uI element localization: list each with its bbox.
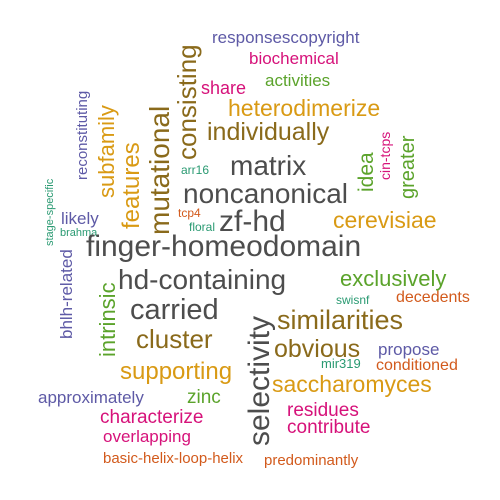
word-conditioned: conditioned	[376, 357, 458, 374]
word-heterodimerize: heterodimerize	[228, 95, 381, 121]
word-consisting: consisting	[172, 44, 202, 160]
word-swisnf: swisnf	[336, 293, 370, 307]
word-predominantly: predominantly	[264, 452, 359, 469]
word-basic-helix-loop-helix: basic-helix-loop-helix	[103, 450, 244, 467]
word-overlapping: overlapping	[103, 427, 191, 446]
word-bhlh-related: bhlh-related	[57, 249, 76, 339]
word-reconstituting: reconstituting	[74, 90, 91, 180]
word-floral: floral	[189, 220, 216, 234]
word-tcp4: tcp4	[178, 206, 201, 220]
word-stage-specific: stage-specific	[44, 178, 56, 246]
word-supporting: supporting	[120, 358, 233, 385]
word-likely: likely	[61, 209, 99, 228]
word-matrix: matrix	[230, 150, 307, 181]
word-contribute: contribute	[287, 417, 371, 438]
word-idea: idea	[355, 152, 378, 192]
word-mutational: mutational	[144, 105, 175, 235]
word-characterize: characterize	[100, 407, 204, 428]
word-individually: individually	[207, 118, 330, 146]
word-saccharomyces: saccharomyces	[272, 371, 432, 397]
word-selectivity: selectivity	[243, 315, 276, 446]
word-similarities: similarities	[277, 305, 404, 335]
word-zinc: zinc	[187, 387, 221, 408]
word-activities: activities	[265, 71, 331, 90]
word-finger-homeodomain: finger-homeodomain	[86, 230, 362, 263]
word-subfamily: subfamily	[94, 105, 119, 198]
word-propose: propose	[378, 340, 440, 359]
word-noncanonical: noncanonical	[183, 178, 349, 209]
word-responsescopyright: responsescopyright	[212, 28, 360, 47]
word-features: features	[118, 142, 145, 229]
word-approximately: approximately	[38, 388, 144, 407]
word-carried: carried	[130, 294, 219, 326]
word-exclusively: exclusively	[340, 266, 447, 291]
word-biochemical: biochemical	[249, 49, 339, 68]
word-hd-containing: hd-containing	[118, 264, 287, 295]
word-arr16: arr16	[181, 163, 210, 177]
word-intrinsic: intrinsic	[95, 282, 120, 357]
word-zf-hd: zf-hd	[219, 205, 286, 238]
word-cin-tcps: cin-tcps	[377, 131, 393, 180]
word-share: share	[201, 78, 247, 98]
word-cerevisiae: cerevisiae	[333, 207, 437, 233]
word-brahma: brahma	[60, 227, 98, 239]
word-mir319: mir319	[321, 356, 361, 371]
word-decedents: decedents	[396, 289, 470, 306]
word-greater: greater	[397, 135, 419, 199]
word-cluster: cluster	[136, 324, 213, 354]
word-residues: residues	[287, 400, 359, 421]
word-obvious: obvious	[274, 335, 361, 363]
